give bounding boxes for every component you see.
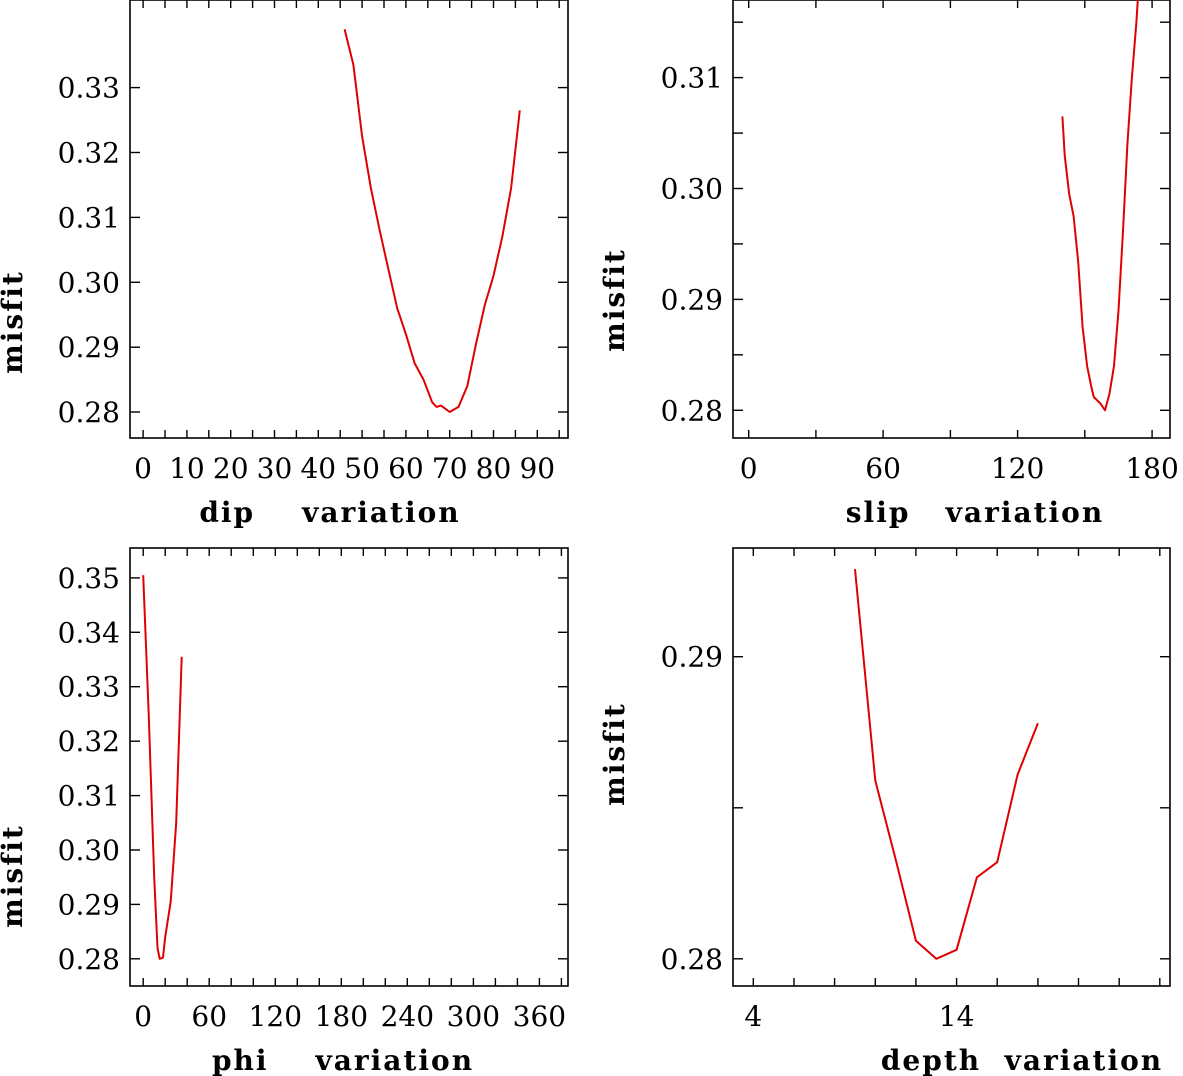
phi-y-tick-label-2: 0.30 [58, 834, 120, 867]
slip-misfit-panel: 0 60 120 180 0.28 0.29 0.30 0.31 slip variation m… [598, 0, 1179, 529]
phi-x-tick-label-4: 240 [381, 1000, 434, 1033]
slip-y-tick-label-2: 0.30 [661, 173, 723, 206]
depth-x-tick-label-1: 14 [939, 1000, 975, 1033]
slip-y-tick-label-1: 0.29 [661, 283, 723, 316]
dip-y-tick-label-2: 0.30 [58, 266, 120, 299]
dip-misfit-panel: 0 10 20 30 40 50 60 70 80 90 0.28 0.29 0.30 0.31 0.32 0… [0, 0, 569, 529]
phi-misfit-panel: 0 60 120 180 240 300 360 0.28 0.29 0.30 0.31 0.32 0.… [0, 547, 569, 1076]
slip-misfit-line-0 [1061, 0, 1139, 412]
dip-x-tick-label-5: 50 [344, 452, 380, 485]
dip-y-tick-label-1: 0.29 [58, 331, 120, 364]
slip-plot-frame [732, 0, 1171, 439]
slip-y-tick-label-3: 0.31 [661, 62, 723, 95]
slip-x-tick-label-2: 120 [991, 452, 1044, 485]
phi-y-tick-label-3: 0.31 [58, 780, 120, 813]
dip-x-tick-label-4: 40 [300, 452, 336, 485]
dip-y-tick-label-0: 0.28 [58, 396, 120, 429]
slip-x-tick-label-1: 60 [865, 452, 901, 485]
phi-x-tick-label-1: 60 [191, 1000, 227, 1033]
phi-x-tick-label-3: 180 [315, 1000, 368, 1033]
dip-x-tick-label-9: 90 [519, 452, 555, 485]
dip-y-tick-label-3: 0.31 [58, 201, 120, 234]
phi-x-tick-label-0: 0 [134, 1000, 152, 1033]
phi-x-axis-title: phi variation [212, 1044, 474, 1076]
dip-x-axis-title: dip variation [199, 496, 460, 529]
phi-y-tick-label-4: 0.32 [58, 725, 120, 758]
depth-plot-frame [732, 547, 1171, 987]
phi-y-tick-label-1: 0.29 [58, 888, 120, 921]
dip-y-axis-title: misfit [0, 270, 29, 374]
dip-y-tick-label-4: 0.32 [58, 137, 120, 170]
phi-y-tick-label-0: 0.28 [58, 943, 120, 976]
phi-y-axis-title: misfit [0, 824, 29, 928]
phi-x-tick-label-5: 300 [447, 1000, 500, 1033]
dip-x-tick-label-7: 70 [432, 452, 468, 485]
depth-y-tick-label-0: 0.28 [661, 943, 723, 976]
depth-misfit-line-0 [854, 569, 1039, 960]
phi-plot-frame [129, 547, 569, 987]
phi-y-tick-label-5: 0.33 [58, 671, 120, 704]
slip-y-axis-title: misfit [598, 248, 631, 352]
slip-x-tick-label-3: 180 [1125, 452, 1178, 485]
phi-x-tick-label-2: 120 [249, 1000, 302, 1033]
slip-y-tick-label-0: 0.28 [661, 394, 723, 427]
dip-x-tick-label-6: 60 [388, 452, 424, 485]
depth-y-axis-title: misfit [598, 702, 631, 806]
dip-x-tick-label-3: 30 [257, 452, 293, 485]
phi-x-tick-label-6: 360 [513, 1000, 566, 1033]
dip-x-tick-label-0: 0 [134, 452, 152, 485]
depth-x-tick-label-0: 4 [744, 1000, 762, 1033]
phi-y-tick-label-6: 0.34 [58, 616, 120, 649]
dip-x-tick-label-2: 20 [213, 452, 249, 485]
dip-misfit-line-0 [343, 28, 521, 413]
phi-misfit-line-0 [142, 575, 183, 960]
dip-x-tick-label-8: 80 [476, 452, 512, 485]
dip-x-tick-label-1: 10 [169, 452, 205, 485]
depth-x-axis-title: depth variation [881, 1044, 1163, 1076]
phi-y-tick-label-7: 0.35 [58, 562, 120, 595]
depth-misfit-panel: 4 14 0.28 0.29 depth variation misfit [598, 547, 1171, 1076]
slip-x-tick-label-0: 0 [740, 452, 758, 485]
dip-y-tick-label-5: 0.33 [58, 72, 120, 105]
depth-y-tick-label-1: 0.29 [661, 641, 723, 674]
slip-x-axis-title: slip variation [846, 496, 1104, 529]
dip-plot-frame [129, 0, 569, 439]
